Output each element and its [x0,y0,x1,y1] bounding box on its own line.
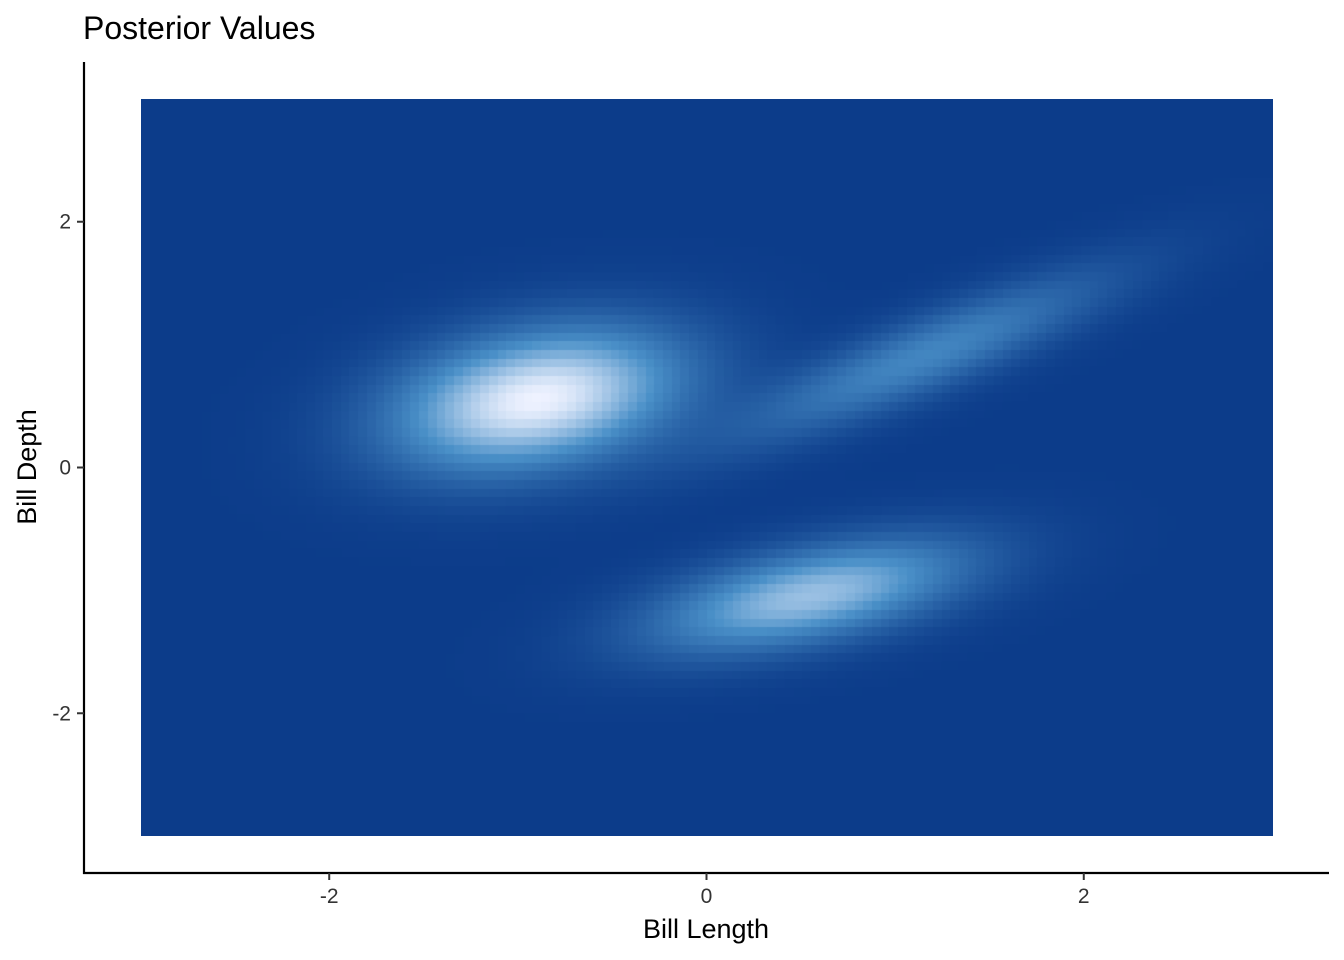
y-tick-label: -2 [52,702,71,725]
y-axis-title: Bill Depth [12,409,42,525]
x-axis-ticks: -2 0 2 [320,873,1090,908]
x-axis-title: Bill Length [643,914,769,944]
y-tick-label: 0 [59,457,71,480]
x-tick-label: -2 [320,885,339,908]
heatmap-canvas [140,98,1273,836]
x-tick-label: 2 [1078,885,1090,908]
chart-title: Posterior Values [83,10,315,46]
y-axis-ticks: 2 0 -2 [52,211,84,725]
x-tick-label: 0 [701,885,713,908]
heatmap [140,98,1273,836]
y-tick-label: 2 [59,211,71,234]
